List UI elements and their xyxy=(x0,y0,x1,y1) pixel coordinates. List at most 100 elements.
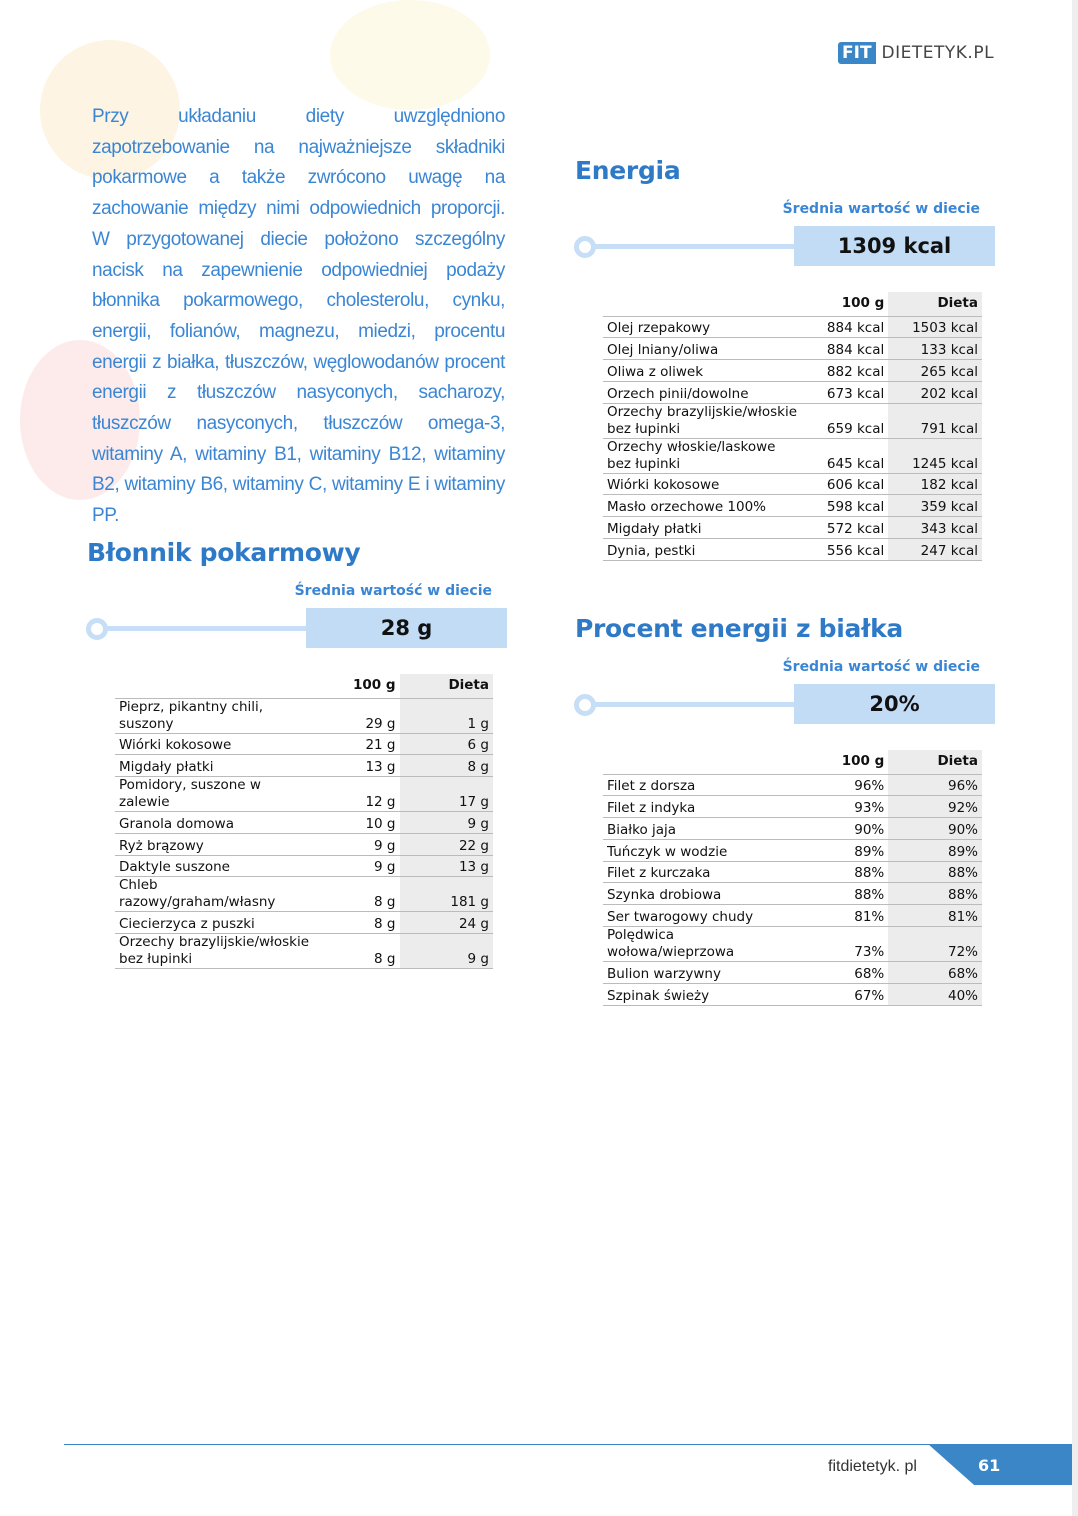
page-number: 61 xyxy=(978,1456,1001,1475)
value-diet: 13 g xyxy=(399,855,493,878)
footer-site: fitdietetyk. pl xyxy=(828,1458,917,1475)
logo: FIT DIETETYK.PL xyxy=(838,42,994,64)
col-100g: 100 g xyxy=(806,750,889,775)
food-name: Orzechy brazylijskie/włoskie bez łupinki xyxy=(115,933,319,970)
fruit-decoration xyxy=(330,0,490,110)
food-name: Orzechy włoskie/laskowe bez łupinki xyxy=(603,438,807,474)
col-100g: 100 g xyxy=(318,674,400,699)
value-100g: 882 kcal xyxy=(806,359,889,382)
value-diet: 1503 kcal xyxy=(888,316,982,339)
food-name: Szynka drobiowa xyxy=(603,882,807,906)
value-100g: 88% xyxy=(806,882,889,906)
value-diet: 791 kcal xyxy=(888,403,982,439)
value-diet: 72% xyxy=(888,926,982,963)
table-row: Masło orzechowe 100% 598 kcal 359 kcal xyxy=(603,494,982,518)
bar-line xyxy=(584,244,795,249)
value-100g: 9 g xyxy=(318,855,400,878)
protein-table: 100 g Dieta Filet z dorsza 96% 96% Filet z in… xyxy=(603,750,982,1006)
table-row: Filet z dorsza 96% 96% xyxy=(603,774,982,797)
value-100g: 67% xyxy=(806,983,889,1006)
food-name: Migdały płatki xyxy=(603,516,807,540)
table-row: Chleb razowy/graham/własny 8 g 181 g xyxy=(115,876,493,913)
value-100g: 90% xyxy=(806,817,889,840)
table-row: Olej rzepakowy 884 kcal 1503 kcal xyxy=(603,316,982,339)
avg-value: 20% xyxy=(794,684,995,724)
food-name: Daktyle suszone xyxy=(115,855,319,878)
food-name: Ciecierzyca z puszki xyxy=(115,911,319,935)
table-row: Wiórki kokosowe 606 kcal 182 kcal xyxy=(603,473,982,496)
value-diet: 6 g xyxy=(399,733,493,756)
table-header: 100 g Dieta xyxy=(115,674,493,699)
table-row: Olej lniany/oliwa 884 kcal 133 kcal xyxy=(603,337,982,361)
value-diet: 1 g xyxy=(399,698,493,734)
col-dieta: Dieta xyxy=(888,750,982,775)
value-diet: 68% xyxy=(888,961,982,984)
food-name: Oliwa z oliwek xyxy=(603,359,807,382)
bar-line xyxy=(96,626,307,631)
value-100g: 659 kcal xyxy=(806,403,889,439)
logo-text: DIETETYK.PL xyxy=(881,43,995,63)
value-100g: 96% xyxy=(806,774,889,797)
value-diet: 9 g xyxy=(399,811,493,834)
value-diet: 343 kcal xyxy=(888,516,982,540)
value-100g: 884 kcal xyxy=(806,316,889,339)
table-row: Ser twarogowy chudy 81% 81% xyxy=(603,904,982,928)
food-name: Szpinak świeży xyxy=(603,983,807,1006)
food-name: Polędwica wołowa/wieprzowa xyxy=(603,926,807,963)
value-100g: 10 g xyxy=(318,811,400,834)
bar-dot xyxy=(574,236,596,258)
section-title: Energia xyxy=(575,156,681,185)
value-100g: 13 g xyxy=(318,754,400,778)
food-name: Orzech pinii/dowolne xyxy=(603,381,807,404)
intro-paragraph: Przy układaniu diety uwzględniono zapotr… xyxy=(92,106,505,527)
fiber-table: 100 g Dieta Pieprz, pikantny chili, suszon… xyxy=(115,674,493,970)
footer-divider xyxy=(64,1444,930,1445)
fruit-decoration xyxy=(40,40,180,180)
food-name: Filet z dorsza xyxy=(603,774,807,797)
value-diet: 89% xyxy=(888,839,982,862)
value-100g: 12 g xyxy=(318,776,400,813)
food-name: Orzechy brazylijskie/włoskie bez łupinki xyxy=(603,403,807,439)
value-100g: 93% xyxy=(806,795,889,819)
table-row: Oliwa z oliwek 882 kcal 265 kcal xyxy=(603,359,982,382)
food-name: Olej lniany/oliwa xyxy=(603,337,807,361)
table-row: Filet z indyka 93% 92% xyxy=(603,795,982,819)
table-row: Polędwica wołowa/wieprzowa 73% 72% xyxy=(603,926,982,963)
value-diet: 88% xyxy=(888,861,982,884)
table-row: Ryż brązowy 9 g 22 g xyxy=(115,833,493,856)
table-row: Ciecierzyca z puszki 8 g 24 g xyxy=(115,911,493,935)
value-100g: 598 kcal xyxy=(806,494,889,518)
food-name: Tuńczyk w wodzie xyxy=(603,839,807,862)
food-name: Pomidory, suszone w zalewie xyxy=(115,776,319,813)
table-row: Szynka drobiowa 88% 88% xyxy=(603,882,982,906)
avg-bar: 1309 kcal xyxy=(574,226,995,266)
food-name: Chleb razowy/graham/własny xyxy=(115,876,319,913)
food-name: Filet z kurczaka xyxy=(603,861,807,884)
food-name: Filet z indyka xyxy=(603,795,807,819)
value-diet: 359 kcal xyxy=(888,494,982,518)
avg-label: Średnia wartość w diecie xyxy=(294,583,492,599)
food-name: Ser twarogowy chudy xyxy=(603,904,807,928)
value-diet: 92% xyxy=(888,795,982,819)
value-100g: 673 kcal xyxy=(806,381,889,404)
bar-dot xyxy=(574,694,596,716)
scrollbar[interactable] xyxy=(1072,0,1078,1516)
avg-bar: 28 g xyxy=(86,608,507,648)
value-diet: 265 kcal xyxy=(888,359,982,382)
value-diet: 17 g xyxy=(399,776,493,813)
value-100g: 8 g xyxy=(318,876,400,913)
food-name: Białko jaja xyxy=(603,817,807,840)
food-name: Dynia, pestki xyxy=(603,538,807,561)
value-diet: 9 g xyxy=(399,933,493,970)
food-name: Pieprz, pikantny chili, suszony xyxy=(115,698,319,734)
value-100g: 8 g xyxy=(318,933,400,970)
section-title: Błonnik pokarmowy xyxy=(87,538,361,567)
table-row: Orzechy włoskie/laskowe bez łupinki 645 k… xyxy=(603,438,982,474)
food-name: Wiórki kokosowe xyxy=(115,733,319,756)
table-header: 100 g Dieta xyxy=(603,292,982,317)
value-diet: 1245 kcal xyxy=(888,438,982,474)
value-diet: 90% xyxy=(888,817,982,840)
